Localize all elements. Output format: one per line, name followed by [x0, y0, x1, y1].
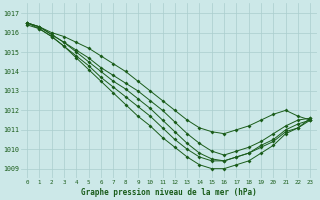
- X-axis label: Graphe pression niveau de la mer (hPa): Graphe pression niveau de la mer (hPa): [81, 188, 257, 197]
